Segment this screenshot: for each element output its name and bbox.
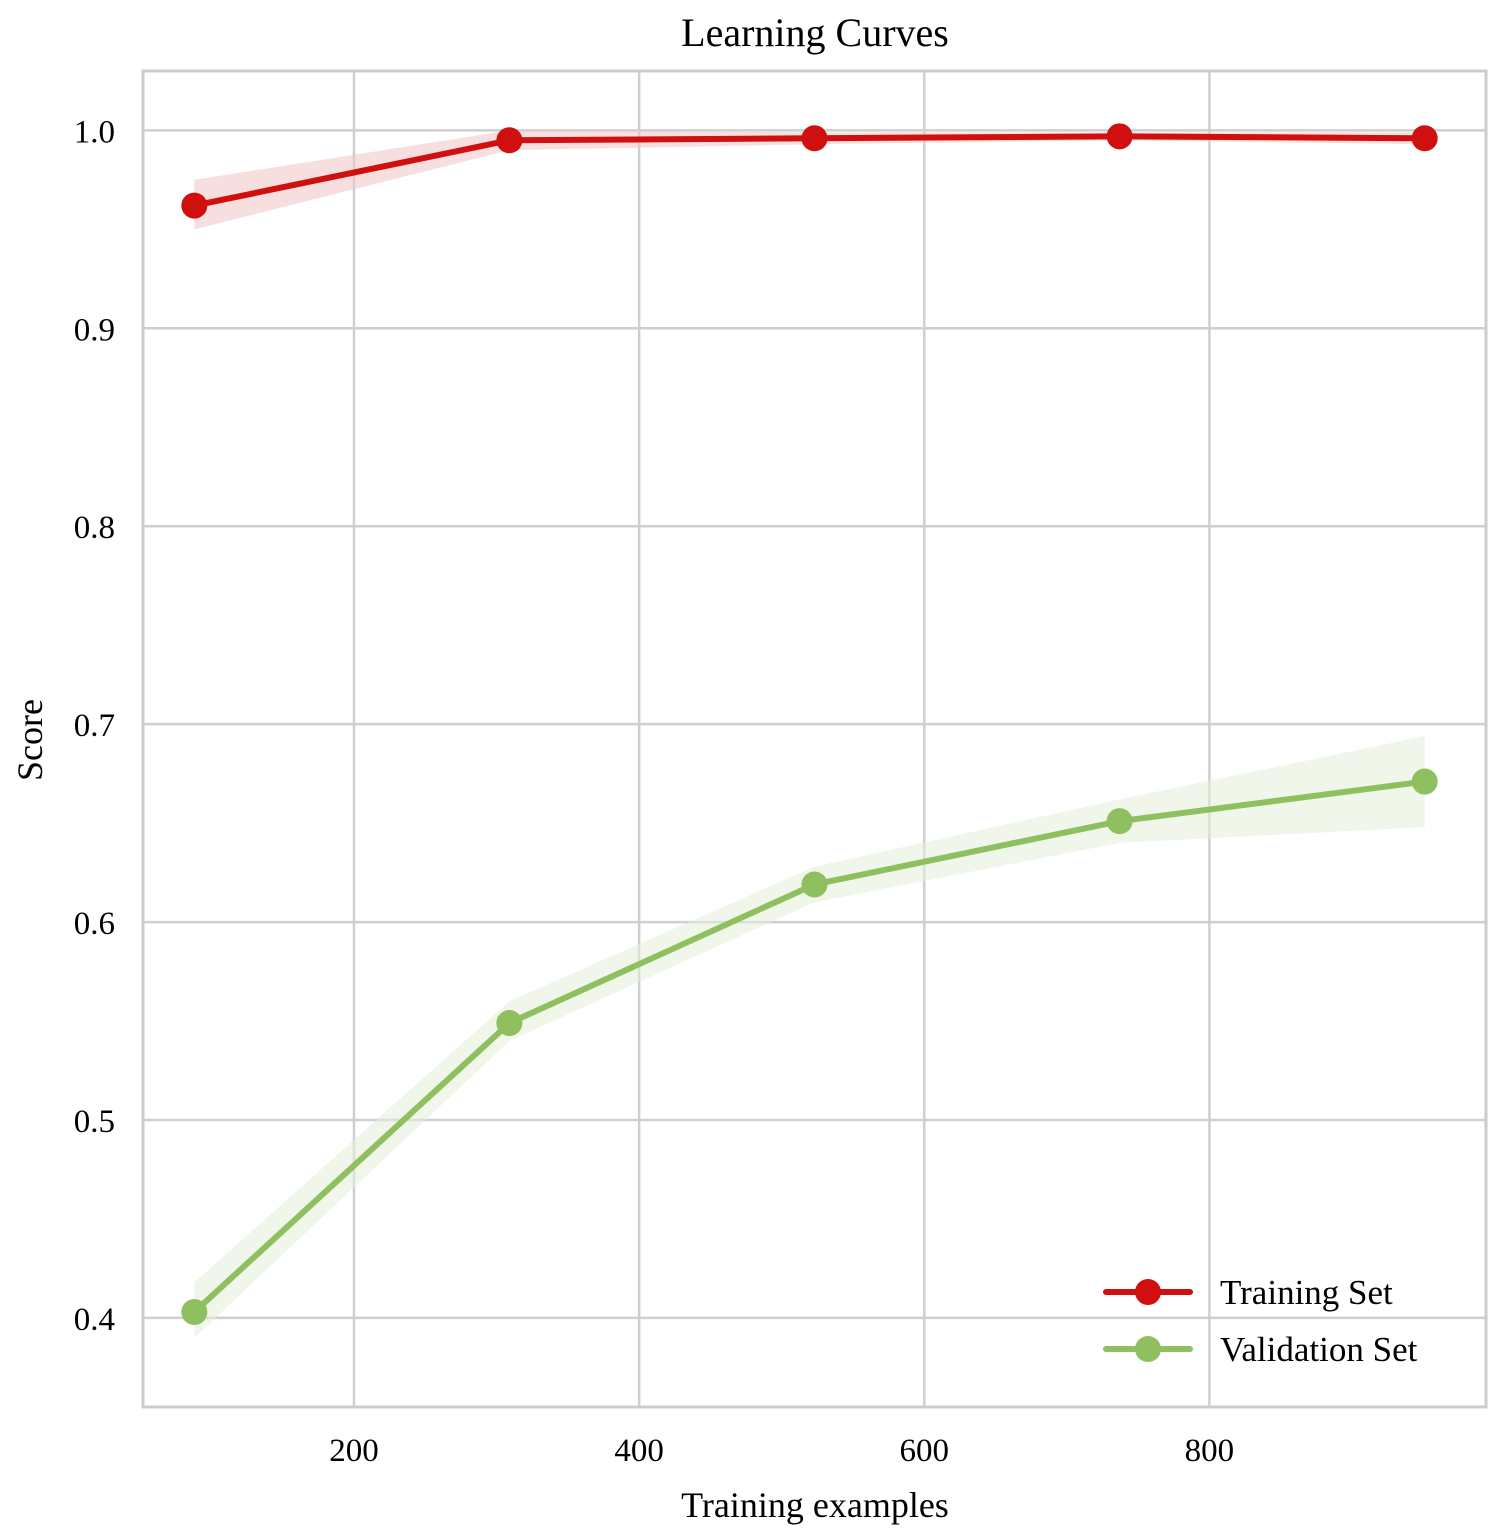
- plot-frame: [141, 69, 1488, 1409]
- data-series: [181, 123, 1438, 1325]
- y-tick-label: 0.8: [74, 510, 115, 546]
- data-point-marker: [1411, 125, 1438, 152]
- legend-label: Training Set: [1220, 1273, 1393, 1312]
- chart-title: Learning Curves: [681, 10, 949, 55]
- legend-label: Validation Set: [1220, 1330, 1418, 1369]
- legend: Training Set Validation Set: [1103, 1273, 1418, 1369]
- y-tick-label: 0.9: [74, 312, 115, 348]
- confidence-bands: [194, 130, 1425, 1338]
- y-tick-label: 1.0: [74, 114, 115, 150]
- data-point-marker: [181, 1298, 208, 1325]
- data-point-marker: [801, 871, 828, 898]
- x-tick-label: 800: [1185, 1433, 1235, 1469]
- y-tick-label: 0.7: [74, 708, 115, 744]
- data-point-marker: [1411, 768, 1438, 795]
- data-point-marker: [1106, 123, 1133, 150]
- x-tick-label: 400: [614, 1433, 664, 1469]
- series-line: [192, 778, 1426, 1315]
- data-point-marker: [181, 192, 208, 219]
- data-point-marker: [1106, 808, 1133, 835]
- y-tick-label: 0.4: [74, 1302, 115, 1338]
- x-axis-label: Training examples: [681, 1485, 949, 1525]
- x-tick-label: 200: [329, 1433, 379, 1469]
- y-tick-label: 0.6: [74, 906, 115, 942]
- data-point-marker: [496, 1010, 523, 1037]
- legend-marker-icon: [1135, 1336, 1161, 1362]
- y-axis-ticks: 0.4 0.5 0.6 0.7 0.8 0.9 1.0: [74, 114, 115, 1338]
- legend-marker-icon: [1135, 1279, 1161, 1305]
- x-tick-label: 600: [900, 1433, 950, 1469]
- y-tick-label: 0.5: [74, 1104, 115, 1140]
- data-point-marker: [496, 127, 523, 154]
- confidence-band: [194, 736, 1425, 1338]
- x-axis-ticks: 200 400 600 800: [329, 1433, 1234, 1469]
- data-point-marker: [801, 125, 828, 152]
- y-axis-label: Score: [10, 699, 50, 781]
- grid-lines: [143, 71, 1486, 1407]
